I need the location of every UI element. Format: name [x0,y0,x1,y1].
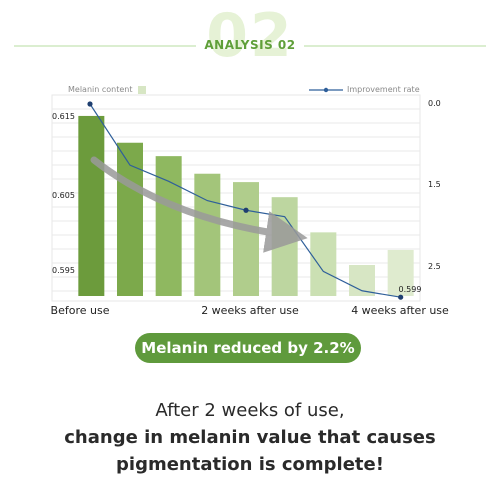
legend-bars-label: Melanin content [68,85,132,94]
improvement-point-0 [87,101,93,107]
improvement-point-8 [398,294,404,300]
right-tick-label-0: 0.0 [428,99,441,108]
improvement-point-4 [243,207,249,213]
header-divider-right [304,45,486,47]
section-number-watermark: 02 [206,1,294,71]
legend-line-marker [323,87,329,93]
result-badge: Melanin reduced by 2.2% [135,333,361,363]
left-tick-label-0: 0.615 [52,112,75,121]
right-tick-label-1: 1.5 [428,180,441,189]
section-header: 02 ANALYSIS 02 [0,0,500,90]
melanin-chart: Melanin content Improvement rate 0.615 0… [51,85,450,317]
x-axis-label-0: Before use [51,304,110,317]
section-title: ANALYSIS 02 [204,38,296,52]
bar-2 [155,156,182,296]
legend-bars-swatch [138,86,146,94]
left-tick-label-1: 0.605 [52,191,75,200]
bar-6 [310,232,337,296]
downward-trend-arrow [90,156,308,253]
x-axis-label-1: 2 weeks after use [201,304,299,317]
legend: Melanin content Improvement rate [68,85,420,94]
bar-5 [271,197,298,296]
left-tick-label-2: 0.595 [52,266,75,275]
caption-line-3: pigmentation is complete! [116,454,384,475]
x-axis-label-2: 4 weeks after use [351,304,449,317]
bar-4 [233,182,259,296]
right-tick-label-2: 2.5 [428,262,441,271]
header-divider-left [14,45,196,47]
caption-line-1: After 2 weeks of use, [155,400,345,421]
bar-8 [387,249,414,296]
legend-line-label: Improvement rate [347,85,420,94]
last-bar-value-label: 0.599 [399,285,422,294]
improvement-line-series [87,101,404,300]
bar-3 [194,173,221,296]
caption-line-2: change in melanin value that causes [64,427,436,448]
bar-0 [78,115,105,296]
chart-grid [52,108,420,292]
